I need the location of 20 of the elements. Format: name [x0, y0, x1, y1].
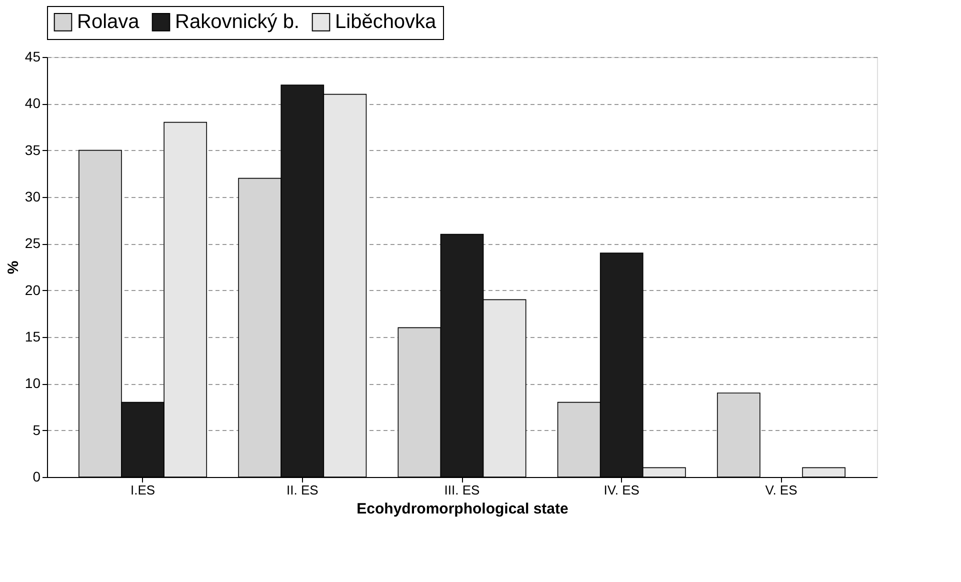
y-tick-label: 40 [24, 95, 41, 112]
y-tick-label: 15 [24, 328, 41, 344]
x-tick-label: IV. ES [604, 482, 640, 498]
x-tick-label: III. ES [444, 482, 480, 498]
y-tick-label: 20 [24, 282, 41, 298]
x-tick-label: I.ES [130, 482, 156, 498]
y-tick-label: 5 [32, 422, 41, 438]
legend-label: Liběchovka [335, 11, 438, 34]
y-tick-label: 30 [24, 188, 41, 204]
y-tick-label: 25 [24, 235, 41, 252]
x-tick-label: V. ES [765, 482, 798, 498]
y-tick-label: 0 [32, 468, 41, 484]
y-tick-label: 45 [24, 48, 41, 64]
y-axis-title: % [4, 260, 22, 274]
legend-label: Rakovnický b. [175, 11, 300, 34]
legend-label: Rolava [77, 11, 140, 34]
x-tick-label: II. ES [286, 482, 319, 498]
x-axis-title: Ecohydromorphological state [356, 500, 568, 518]
y-tick-label: 10 [24, 375, 41, 392]
y-tick-label: 35 [24, 142, 41, 158]
